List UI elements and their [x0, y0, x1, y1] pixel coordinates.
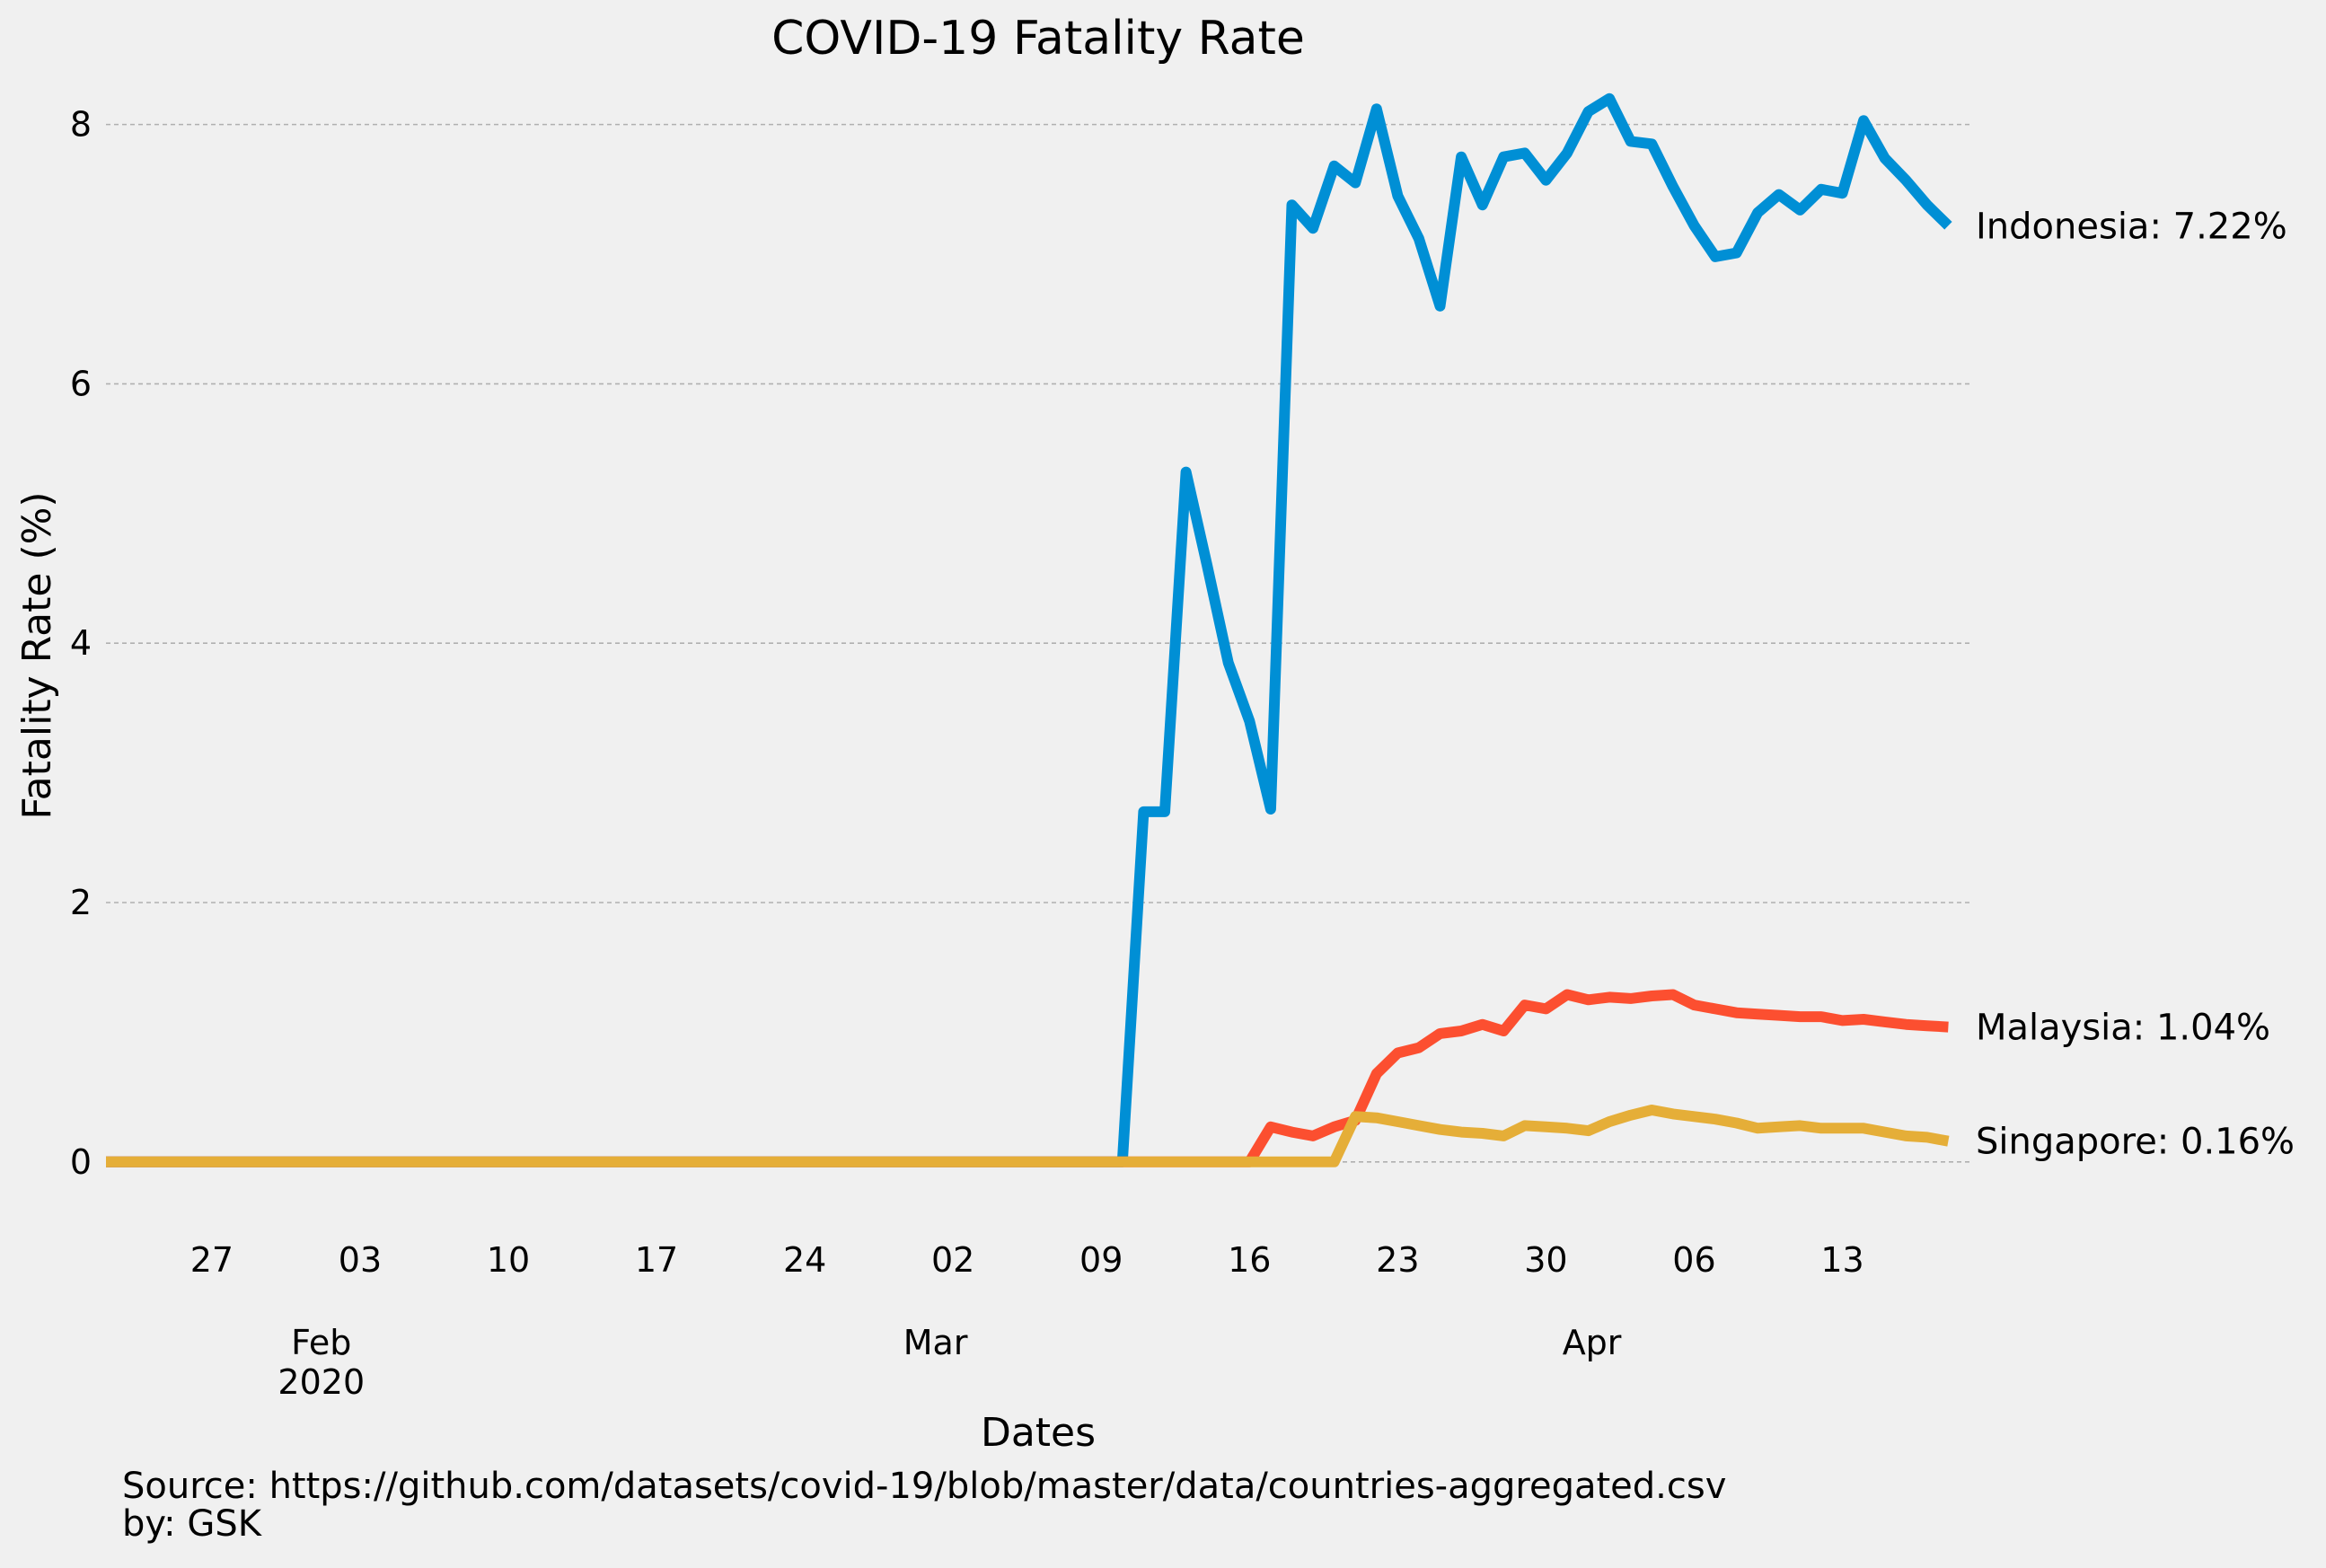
series-line-singapore: [106, 1105, 1950, 1167]
end-label-malaysia: Malaysia: 1.04%: [1976, 1008, 2270, 1049]
x-month-label: Feb: [291, 1323, 351, 1362]
x-tick-label: 13: [1820, 1240, 1863, 1280]
y-tick-label: 8: [70, 105, 92, 145]
x-month-label: Mar: [903, 1323, 968, 1362]
end-label-indonesia: Indonesia: 7.22%: [1976, 206, 2287, 247]
y-axis-label: Fatality Rate (%): [14, 491, 60, 819]
y-tick-label: 4: [70, 623, 92, 663]
source-note: Source: https://github.com/datasets/covi…: [122, 1467, 1726, 1543]
x-tick-label: 27: [190, 1240, 233, 1280]
y-tick-label: 2: [70, 883, 92, 922]
x-tick-label: 17: [635, 1240, 678, 1280]
x-tick-label: 24: [783, 1240, 826, 1280]
x-axis-label: Dates: [981, 1410, 1096, 1456]
x-tick-label: 10: [487, 1240, 530, 1280]
author-line: by: GSK: [122, 1503, 261, 1545]
series-line-malaysia: [106, 989, 1949, 1167]
x-tick-label: 30: [1524, 1240, 1567, 1280]
series-lines: [106, 92, 1952, 1167]
x-month-label: Apr: [1563, 1323, 1622, 1362]
chart-title: COVID-19 Fatality Rate: [771, 12, 1305, 66]
gridlines: [106, 123, 1969, 1163]
x-tick-label: 03: [339, 1240, 382, 1280]
x-tick-label: 06: [1672, 1240, 1715, 1280]
y-tick-label: 6: [70, 364, 92, 403]
x-tick-label: 16: [1228, 1240, 1271, 1280]
y-tick-label: 0: [70, 1142, 92, 1182]
x-tick-label: 09: [1079, 1240, 1123, 1280]
series-end-labels: Indonesia: 7.22% Malaysia: 1.04% Singapore…: [1976, 206, 2295, 1162]
x-tick-label: 23: [1376, 1240, 1419, 1280]
source-line: Source: https://github.com/datasets/covi…: [122, 1466, 1727, 1507]
x-year-label: 2020: [278, 1362, 365, 1402]
y-axis-ticks: 0 2 4 6 8: [70, 105, 92, 1182]
series-line-indonesia: [106, 92, 1952, 1167]
x-tick-label: 02: [931, 1240, 974, 1280]
end-label-singapore: Singapore: 0.16%: [1976, 1122, 2295, 1163]
